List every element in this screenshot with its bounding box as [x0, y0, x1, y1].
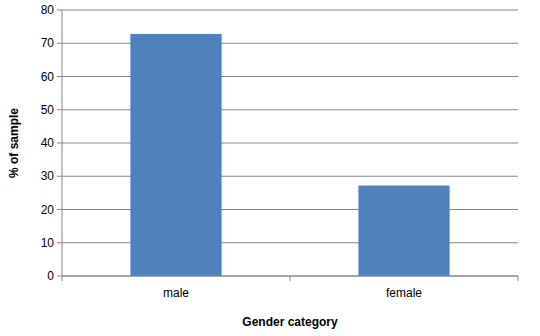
y-tick [57, 276, 62, 277]
y-tick [57, 242, 62, 243]
y-tick-label: 30 [41, 169, 55, 183]
y-tick-label: 60 [41, 70, 55, 84]
y-tick [57, 209, 62, 210]
y-tick-label: 10 [41, 236, 55, 250]
y-axis [62, 10, 63, 276]
y-tick [57, 143, 62, 144]
chart: 0 10 20 30 40 50 60 70 80 male female Gender catego… [0, 0, 540, 336]
y-tick [57, 176, 62, 177]
x-tick-label: female [386, 286, 422, 300]
y-tick [57, 43, 62, 44]
grid-line [62, 10, 518, 11]
bar [358, 186, 449, 276]
x-tick [518, 276, 519, 281]
y-axis-title: % of sample [7, 108, 21, 178]
y-tick-label: 40 [41, 136, 55, 150]
x-tick [290, 276, 291, 281]
y-tick [57, 109, 62, 110]
y-tick-label: 50 [41, 103, 55, 117]
y-tick [57, 76, 62, 77]
bar [130, 34, 221, 276]
x-tick-label: male [163, 286, 189, 300]
x-axis-title: Gender category [242, 315, 338, 329]
y-tick-label: 0 [47, 269, 54, 283]
y-tick [57, 10, 62, 11]
y-tick-label: 70 [41, 36, 55, 50]
y-tick-label: 80 [41, 3, 55, 17]
x-tick [62, 276, 63, 281]
y-tick-label: 20 [41, 203, 55, 217]
